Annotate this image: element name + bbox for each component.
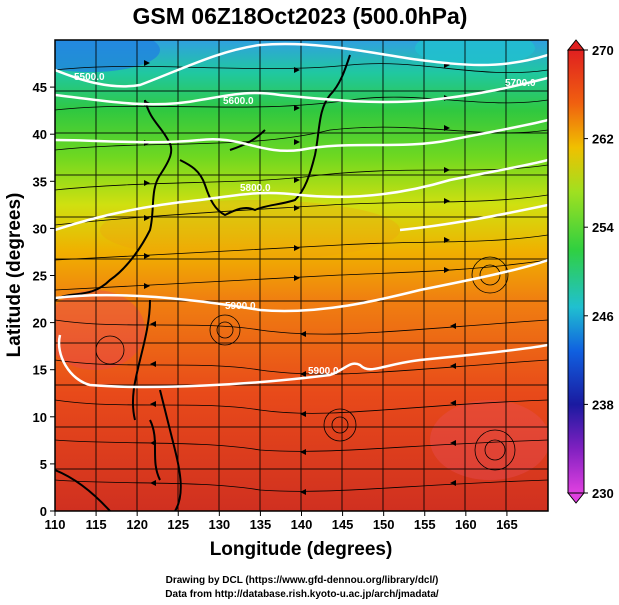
contour-label-5700: 5700.0 [505,78,536,89]
credit-drawing: Drawing by DCL (https://www.gfd-dennou.o… [166,575,439,586]
contour-label-5900-north: 5900.0 [225,301,256,312]
colorbar: 230 238 246 254 262 270 [566,39,614,504]
x-tick-label: 165 [496,517,518,532]
y-tick-label: 15 [33,363,47,378]
colorbar-tick-label: 262 [592,132,614,147]
colorbar-tick-label: 238 [592,397,614,412]
colorbar-ticks: 230 238 246 254 262 270 [584,43,614,501]
contour-label-5800: 5800.0 [240,183,271,194]
y-tick-label: 0 [40,504,47,519]
contour-5700 [55,118,548,153]
y-tick-label: 5 [40,457,47,472]
x-axis-ticks: 110 115 120 125 130 135 140 145 150 155 160 165 [45,511,518,532]
x-tick-label: 140 [291,517,313,532]
cold-pool-northeast [415,40,535,66]
y-tick-label: 30 [33,221,47,236]
x-tick-label: 120 [126,517,148,532]
y-tick-label: 40 [33,127,47,142]
contour-5800a [55,158,548,232]
colorbar-tick-label: 270 [592,43,614,58]
colorbar-scale [567,49,585,494]
contour-label-5900-south: 5900.0 [308,366,339,377]
contour-5800b [399,203,548,232]
x-tick-label: 155 [414,517,436,532]
y-tick-label: 35 [33,174,47,189]
y-tick-label: 45 [33,80,47,95]
contour-5500 [55,42,548,88]
x-tick-label: 110 [45,517,66,532]
x-tick-label: 160 [455,517,477,532]
colorbar-tick-label: 246 [592,309,614,324]
x-tick-label: 130 [208,517,230,532]
warm-pocket-west [55,290,145,370]
contour-5900-south [57,334,548,389]
contour-label-5600: 5600.0 [223,96,254,107]
y-tick-label: 10 [33,410,47,425]
cold-pool-northwest [55,40,160,72]
colorbar-tick-label: 230 [592,486,614,501]
colorbar-top-arrow [566,39,586,51]
y-tick-label: 25 [33,269,47,284]
wind-arrowheads [144,60,456,495]
y-tick-label: 20 [33,316,47,331]
x-tick-label: 135 [250,517,272,532]
lat-lon-grid [55,40,548,511]
x-axis-label: Longitude (degrees) [210,539,393,560]
wind-streamlines [55,63,548,492]
contour-5900-north [55,258,548,313]
colorbar-bottom-arrow [566,492,586,504]
contour-5600 [55,76,548,106]
plot-area: 5500.0 5600.0 5700.0 5800.0 5900.0 5900.… [55,40,548,511]
credit-data: Data from http://database.rish.kyoto-u.a… [165,589,439,600]
warm-pocket-east [430,400,548,480]
height-contours [55,42,548,389]
x-tick-label: 115 [86,517,107,532]
y-axis-ticks: 0 5 10 15 20 25 30 35 40 45 [33,80,55,519]
y-axis-label: Latitude (degrees) [4,193,25,358]
contour-label-5500: 5500.0 [74,72,105,83]
x-tick-label: 125 [167,517,189,532]
x-tick-label: 145 [332,517,354,532]
colorbar-tick-label: 254 [592,220,614,235]
x-tick-label: 150 [373,517,395,532]
map-title: GSM 06Z18Oct2023 (500.0hPa) [133,3,468,29]
